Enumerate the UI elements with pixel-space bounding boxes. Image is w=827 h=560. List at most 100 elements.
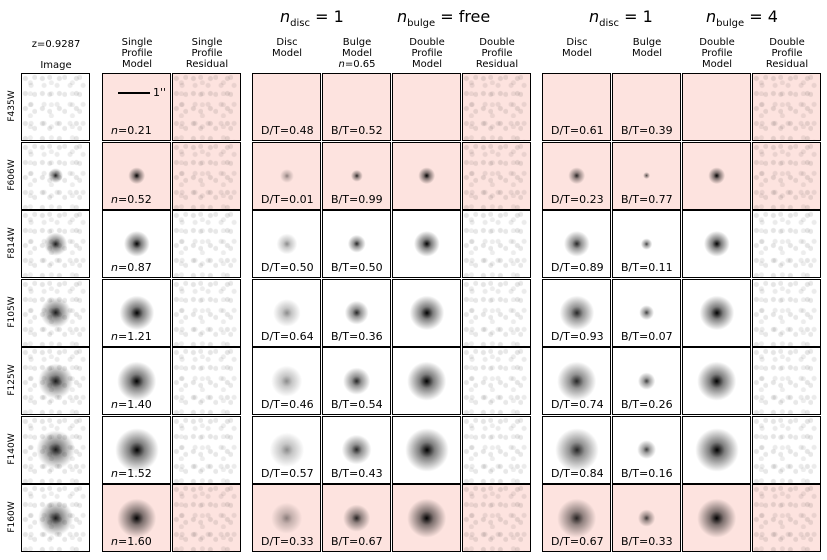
galaxy-blob xyxy=(554,427,599,472)
image-panel xyxy=(21,347,90,415)
free-disc-model-panel: D/T=0.33 xyxy=(252,484,321,552)
noise-texture xyxy=(753,142,820,209)
panel-value-label: B/T=0.36 xyxy=(331,329,383,343)
panel-value-label: B/T=0.99 xyxy=(331,192,383,206)
fixed-double-model-panel xyxy=(682,278,751,347)
image-column-header: Image xyxy=(40,60,72,71)
column-header-line: Single xyxy=(191,37,223,48)
fixed-bulge-model-panel: B/T=0.11 xyxy=(612,210,681,278)
column-header-line: Profile xyxy=(701,48,733,59)
fixed-bulge-model-panel: B/T=0.16 xyxy=(612,415,681,484)
image-panel xyxy=(21,73,90,141)
panel-value-label: B/T=0.16 xyxy=(621,466,673,480)
panel-value-label: D/T=0.33 xyxy=(261,535,314,548)
noise-texture xyxy=(463,348,530,414)
galaxy-blob xyxy=(698,294,735,331)
column-header-line: Disc xyxy=(566,37,588,48)
fixed-double-model-panel xyxy=(682,210,751,278)
filter-label: F606W xyxy=(7,158,17,191)
fixed-bulge-model-panel: B/T=0.77 xyxy=(612,141,681,210)
galaxy-blob xyxy=(341,434,372,465)
image-panel xyxy=(21,141,90,210)
noise-texture xyxy=(753,279,820,346)
free-double-residual-panel xyxy=(462,278,531,347)
panel-value-label: n=1.60 xyxy=(111,535,152,548)
panel-value-label: D/T=0.46 xyxy=(261,398,314,411)
galaxy-blob xyxy=(347,234,366,254)
column-header-line xyxy=(612,59,682,70)
panel-value-label: D/T=0.01 xyxy=(261,192,314,206)
scale-bar-label: 1'' xyxy=(153,86,167,99)
fixed-disc-model-panel: D/T=0.89 xyxy=(542,210,611,278)
galaxy-blob xyxy=(556,498,597,538)
galaxy-blob xyxy=(350,169,363,182)
galaxy-blob xyxy=(558,294,595,331)
fixed-disc-model-panel: D/T=0.67 xyxy=(542,484,611,552)
column-header-line: Bulge xyxy=(342,37,372,48)
column-header-line xyxy=(252,59,322,70)
free-double-model-panel xyxy=(392,484,461,552)
column-header-line: Model xyxy=(561,48,593,59)
single-residual-panel xyxy=(172,347,241,415)
column-header-line: Double xyxy=(699,37,735,48)
noise-texture xyxy=(173,416,240,483)
noise-texture xyxy=(753,74,820,140)
column-header-line: Double xyxy=(409,37,445,48)
column-header-line: Residual xyxy=(185,59,229,70)
column-header: Disc Model xyxy=(252,37,322,70)
noise-texture xyxy=(463,74,530,140)
galaxy-blob xyxy=(637,372,656,390)
column-header: Bulge Model n=0.65 xyxy=(322,37,392,70)
panel-value-label: n=0.21 xyxy=(111,124,152,137)
column-header: Double Profile Residual xyxy=(752,37,822,70)
galaxy-blob xyxy=(268,431,305,468)
fixed-disc-model-panel: D/T=0.84 xyxy=(542,415,611,484)
galaxy-blob xyxy=(638,304,655,321)
noise-texture xyxy=(753,416,820,483)
free-disc-model-panel: D/T=0.01 xyxy=(252,141,321,210)
galaxy-blob xyxy=(556,361,597,401)
fixed-disc-model-panel: D/T=0.23 xyxy=(542,141,611,210)
galaxy-blob xyxy=(275,233,298,255)
single-residual-panel xyxy=(172,484,241,552)
single-model-panel: n=1.40 xyxy=(102,347,171,415)
panel-value-label: B/T=0.11 xyxy=(621,261,673,274)
column-header: Single Profile Residual xyxy=(172,37,242,70)
fixed-double-residual-panel xyxy=(752,484,821,552)
panel-value-label: B/T=0.54 xyxy=(331,398,383,411)
scale-bar xyxy=(118,92,150,94)
panel-value-label: D/T=0.48 xyxy=(261,124,314,137)
noise-texture xyxy=(463,485,530,551)
free-double-residual-panel xyxy=(462,141,531,210)
column-header-line: Profile xyxy=(481,48,513,59)
panel-value-label: B/T=0.43 xyxy=(331,466,383,480)
single-model-panel: n=0.87 xyxy=(102,210,171,278)
column-header-line: Bulge xyxy=(632,37,662,48)
column-header-line: Single xyxy=(121,37,153,48)
column-header-line: Profile xyxy=(191,48,223,59)
single-model-panel: n=0.52 xyxy=(102,141,171,210)
column-header-line: Residual xyxy=(765,59,809,70)
free-double-residual-panel xyxy=(462,415,531,484)
noise-texture xyxy=(463,416,530,483)
galaxy-blob xyxy=(114,427,159,472)
galaxy-blob xyxy=(270,502,303,534)
noise-texture xyxy=(173,211,240,277)
column-header-line: Model xyxy=(271,48,303,59)
single-model-panel: n=1.52 xyxy=(102,415,171,484)
galaxy-blob xyxy=(47,167,64,184)
noise-texture xyxy=(22,74,89,140)
free-bulge-model-panel: B/T=0.67 xyxy=(322,484,391,552)
noise-texture xyxy=(173,348,240,414)
galaxy-blob xyxy=(342,504,371,532)
free-bulge-model-panel: B/T=0.52 xyxy=(322,73,391,141)
fixed-bulge-model-panel: B/T=0.07 xyxy=(612,278,681,347)
column-header: Bulge Model xyxy=(612,37,682,70)
fixed-double-model-panel xyxy=(682,415,751,484)
filter-label: F814W xyxy=(7,227,17,259)
panel-value-label: B/T=0.52 xyxy=(331,124,383,137)
fixed-double-residual-panel xyxy=(752,278,821,347)
filter-label: F125W xyxy=(7,364,17,396)
fixed-disc-model-panel: D/T=0.61 xyxy=(542,73,611,141)
galaxy-blob xyxy=(116,498,157,538)
